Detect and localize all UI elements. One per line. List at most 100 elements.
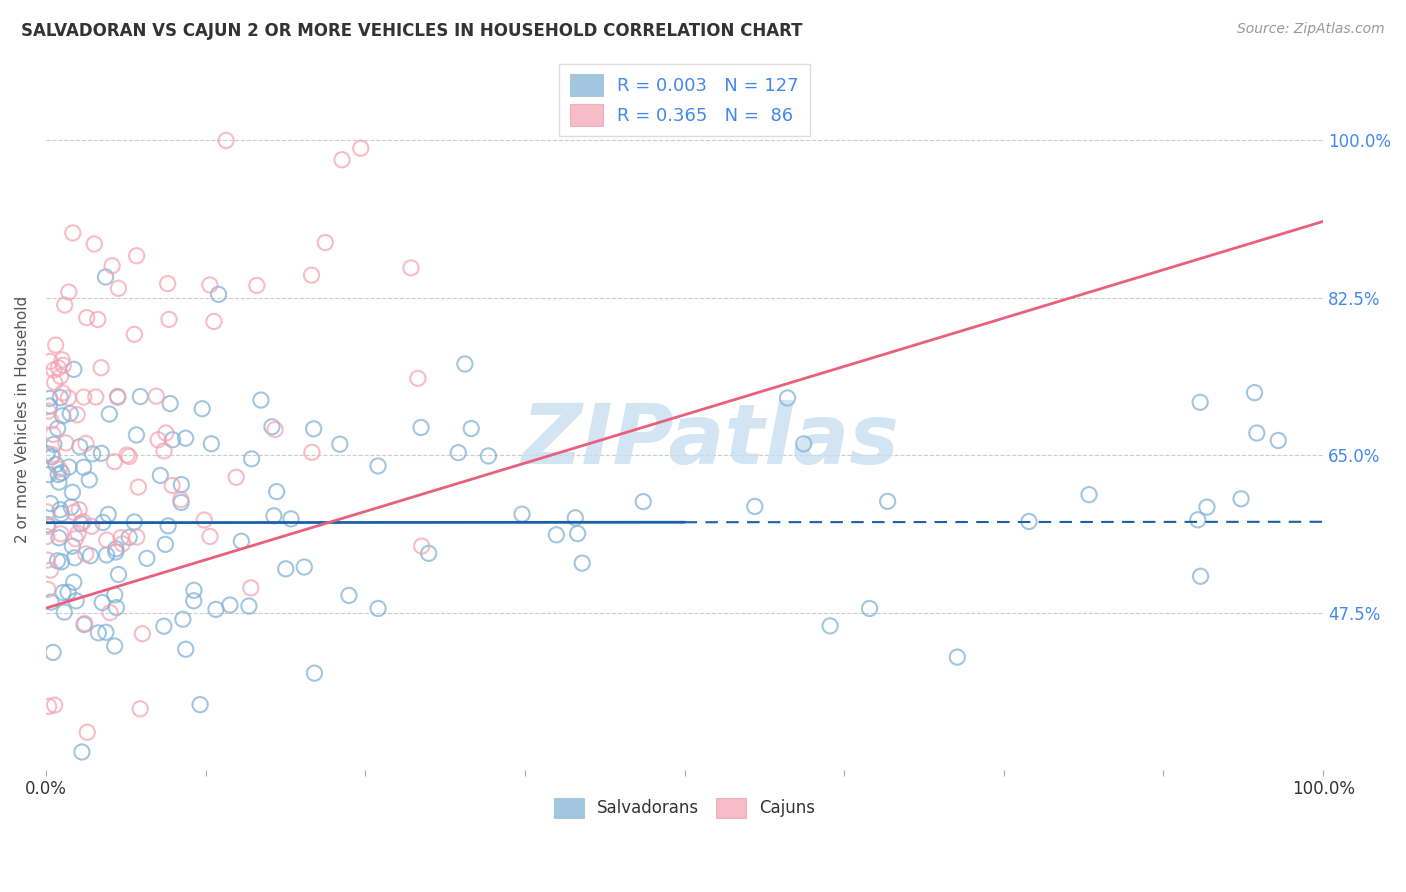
Point [41, 448, 63, 462]
Point [91, 516, 114, 530]
Point [39, 595, 62, 609]
Point [104, 639, 127, 653]
Text: SALVADORAN VS CAJUN 2 OR MORE VEHICLES IN HOUSEHOLD CORRELATION CHART: SALVADORAN VS CAJUN 2 OR MORE VEHICLES I… [21, 22, 803, 40]
Point [39, 497, 62, 511]
Point [260, 419, 283, 434]
Point [44, 376, 66, 390]
Point [87, 625, 110, 640]
Point [75, 547, 97, 561]
Point [858, 601, 880, 615]
Point [84, 390, 107, 404]
Point [546, 528, 568, 542]
Point [49, 391, 72, 405]
Point [39, 354, 62, 368]
Point [37, 404, 59, 418]
Point [367, 601, 389, 615]
Point [107, 281, 129, 295]
Point [149, 468, 172, 483]
Point [60, 539, 83, 553]
Point [240, 451, 263, 466]
Point [170, 492, 193, 507]
Point [1189, 569, 1212, 583]
Point [104, 588, 127, 602]
Point [60, 500, 83, 515]
Point [174, 642, 197, 657]
Point [153, 619, 176, 633]
Point [302, 422, 325, 436]
Point [1018, 515, 1040, 529]
Point [1189, 395, 1212, 409]
Point [231, 534, 253, 549]
Point [97, 508, 120, 522]
Point [191, 401, 214, 416]
Point [129, 390, 152, 404]
Point [52, 585, 75, 599]
Point [118, 450, 141, 464]
Point [59, 406, 82, 420]
Point [42, 437, 65, 451]
Point [207, 287, 229, 301]
Point [399, 260, 422, 275]
Point [409, 420, 432, 434]
Point [38, 392, 60, 406]
Point [104, 545, 127, 559]
Point [67, 502, 90, 516]
Point [51, 555, 73, 569]
Point [35, 529, 58, 543]
Point [280, 512, 302, 526]
Point [1230, 491, 1253, 506]
Point [155, 537, 177, 551]
Text: Source: ZipAtlas.com: Source: ZipAtlas.com [1237, 22, 1385, 37]
Point [107, 389, 129, 403]
Point [188, 698, 211, 712]
Point [246, 278, 269, 293]
Point [1243, 385, 1265, 400]
Point [170, 477, 193, 491]
Point [159, 396, 181, 410]
Point [157, 312, 180, 326]
Point [72, 515, 94, 529]
Point [454, 357, 477, 371]
Point [45, 338, 67, 352]
Point [460, 421, 482, 435]
Point [1195, 500, 1218, 515]
Point [101, 259, 124, 273]
Point [65, 532, 87, 546]
Point [155, 425, 177, 440]
Point [793, 437, 815, 451]
Point [49, 502, 72, 516]
Point [337, 588, 360, 602]
Point [172, 612, 194, 626]
Point [1187, 513, 1209, 527]
Point [104, 541, 127, 556]
Point [76, 310, 98, 325]
Point [52, 409, 75, 423]
Point [37, 505, 59, 519]
Point [329, 437, 352, 451]
Point [37, 517, 59, 532]
Point [75, 436, 97, 450]
Point [174, 431, 197, 445]
Point [107, 567, 129, 582]
Legend: Salvadorans, Cajuns: Salvadorans, Cajuns [547, 791, 823, 825]
Point [73, 617, 96, 632]
Point [205, 602, 228, 616]
Point [38, 467, 60, 482]
Point [124, 327, 146, 342]
Y-axis label: 2 or more Vehicles in Household: 2 or more Vehicles in Household [15, 295, 30, 543]
Point [314, 235, 336, 250]
Point [264, 422, 287, 436]
Point [198, 277, 221, 292]
Point [411, 539, 433, 553]
Point [744, 500, 766, 514]
Point [125, 249, 148, 263]
Point [48, 360, 70, 375]
Point [1078, 488, 1101, 502]
Point [125, 530, 148, 544]
Point [193, 513, 215, 527]
Point [107, 391, 129, 405]
Point [90, 446, 112, 460]
Point [200, 436, 222, 450]
Point [219, 598, 242, 612]
Point [250, 392, 273, 407]
